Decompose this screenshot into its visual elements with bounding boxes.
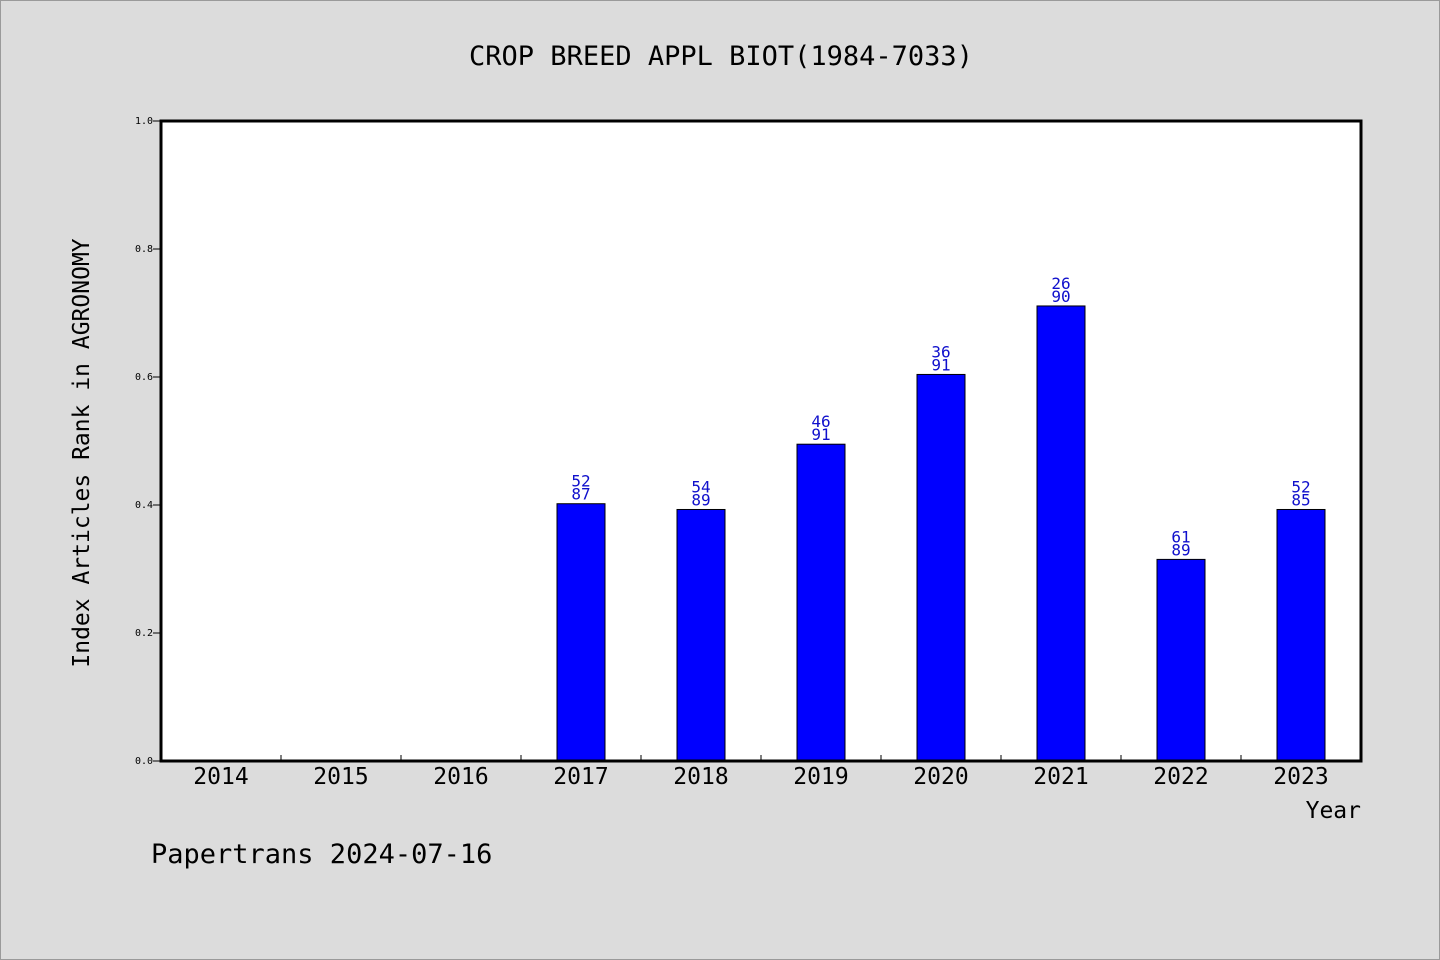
x-tick-label: 2018 bbox=[673, 764, 728, 790]
footer-stamp: Papertrans 2024-07-16 bbox=[151, 839, 492, 870]
ticks-layer: 0.0 0.2 0.4 0.6 0.8 1.0 2014 2015 2016 2017 2018 20… bbox=[135, 116, 1329, 790]
y-tick-label: 0.2 bbox=[135, 628, 153, 639]
x-tick-label: 2021 bbox=[1033, 764, 1088, 790]
x-axis-label: Year bbox=[1306, 798, 1361, 824]
x-tick-label: 2022 bbox=[1153, 764, 1208, 790]
plot-frame bbox=[159, 119, 1363, 763]
x-tick-label: 2020 bbox=[913, 764, 968, 790]
x-tick-label: 2017 bbox=[553, 764, 608, 790]
bar-label-bottom: 91 bbox=[811, 425, 830, 444]
bar-label-bottom: 89 bbox=[1171, 540, 1190, 559]
x-tick-label: 2016 bbox=[433, 764, 488, 790]
bar-2020 bbox=[916, 373, 966, 762]
bar-2018 bbox=[676, 508, 726, 762]
x-tick-label: 2019 bbox=[793, 764, 848, 790]
x-tick-label: 2015 bbox=[313, 764, 368, 790]
y-tick-label: 0.6 bbox=[135, 372, 153, 383]
y-axis-label: Index Articles Rank in AGRONOMY bbox=[69, 238, 95, 667]
bar-label-top: 61 bbox=[1171, 527, 1190, 546]
bar-label-top: 26 bbox=[1051, 274, 1070, 293]
chart-title: CROP BREED APPL BIOT(1984-7033) bbox=[469, 41, 973, 72]
bar-2021 bbox=[1036, 305, 1086, 762]
bar-label-bottom: 89 bbox=[691, 490, 710, 509]
y-tick-label: 1.0 bbox=[135, 116, 153, 127]
bar-2022 bbox=[1156, 558, 1206, 762]
bar-2019 bbox=[796, 443, 846, 762]
x-tick-label: 2023 bbox=[1273, 764, 1328, 790]
bar-label-top: 52 bbox=[571, 472, 590, 491]
bar-2017 bbox=[556, 503, 606, 762]
y-tick-label: 0.0 bbox=[135, 756, 153, 767]
bar-label-bottom: 90 bbox=[1051, 287, 1070, 306]
bar-label-top: 54 bbox=[691, 477, 710, 496]
bar-label-top: 46 bbox=[811, 412, 830, 431]
bar-2023 bbox=[1276, 508, 1326, 762]
bar-label-top: 52 bbox=[1291, 477, 1310, 496]
bar-label-top: 36 bbox=[931, 342, 950, 361]
bar-label-bottom: 85 bbox=[1291, 490, 1310, 509]
y-tick-label: 0.8 bbox=[135, 244, 153, 255]
bar-label-bottom: 87 bbox=[571, 485, 590, 504]
bar-label-bottom: 91 bbox=[931, 355, 950, 374]
x-tick-label: 2014 bbox=[193, 764, 248, 790]
y-tick-label: 0.4 bbox=[135, 500, 153, 511]
